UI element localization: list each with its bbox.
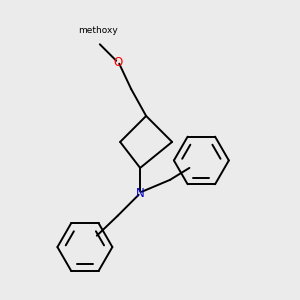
Text: N: N [136, 187, 145, 200]
Text: methoxy: methoxy [79, 26, 118, 35]
Text: O: O [113, 56, 122, 69]
